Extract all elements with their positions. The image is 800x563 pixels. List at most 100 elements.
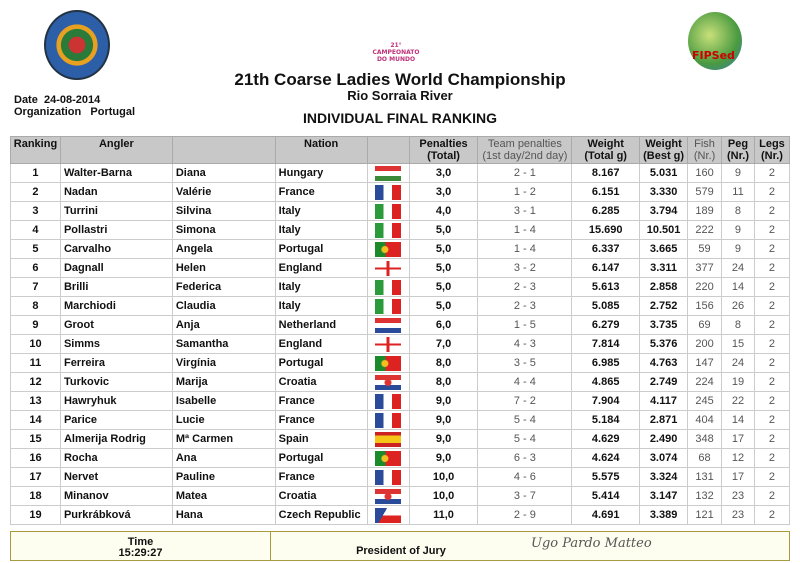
nation-cell: England: [274, 258, 368, 278]
col-fish: Fish (Nr.): [687, 136, 723, 164]
team-penalties-cell: 3 - 1: [477, 201, 573, 221]
flag-cell: [366, 486, 410, 506]
fish-cell: 579: [687, 182, 723, 202]
firstname-cell: Samantha: [171, 334, 276, 354]
firstname-cell: Isabelle: [171, 391, 276, 411]
flag-cell: [366, 334, 410, 354]
weight-total-cell: 5.085: [571, 296, 641, 316]
table-row: 8 Marchiodi Claudia Italy 5,0 2 - 3 5.085 2.752…: [10, 296, 791, 316]
flag-netherlands-icon: [375, 317, 402, 333]
flag-croatia-icon: [375, 488, 402, 504]
team-penalties-cell: 2 - 1: [477, 163, 573, 183]
weight-total-cell: 5.613: [571, 277, 641, 297]
weight-total-cell: 7.814: [571, 334, 641, 354]
nation-cell: Croatia: [274, 372, 368, 392]
table-row: 7 Brilli Federica Italy 5,0 2 - 3 5.613 2.858 22…: [10, 277, 791, 297]
peg-cell: 19: [721, 372, 755, 392]
table-row: 11 Ferreira Virgínia Portugal 8,0 3 - 5 6.985 4…: [10, 353, 791, 373]
peg-cell: 9: [721, 163, 755, 183]
peg-cell: 17: [721, 429, 755, 449]
venue: Rio Sorraia River: [347, 88, 453, 103]
firstname-cell: Diana: [171, 163, 276, 183]
table-row: 18 Minanov Matea Croatia 10,0 3 - 7 5.414 3.147…: [10, 486, 791, 506]
penalties-cell: 6,0: [408, 315, 479, 335]
team-penalties-cell: 2 - 9: [477, 505, 573, 525]
table-header: Ranking Angler Nation Penalties (Total) …: [10, 136, 791, 164]
firstname-cell: Helen: [171, 258, 276, 278]
firstname-cell: Anja: [171, 315, 276, 335]
fish-cell: 200: [687, 334, 723, 354]
ranking-cell: 8: [10, 296, 61, 316]
weight-total-cell: 6.985: [571, 353, 641, 373]
flag-france-icon: [375, 184, 402, 200]
fish-cell: 132: [687, 486, 723, 506]
legs-cell: 2: [753, 429, 791, 449]
legs-cell: 2: [753, 258, 791, 278]
penalties-cell: 9,0: [408, 448, 479, 468]
col-firstname: [171, 136, 276, 164]
surname-cell: Nervet: [59, 467, 173, 487]
team-penalties-cell: 2 - 3: [477, 277, 573, 297]
surname-cell: Minanov: [59, 486, 173, 506]
flag-cell: [366, 429, 410, 449]
flag-cell: [366, 220, 410, 240]
team-penalties-cell: 3 - 5: [477, 353, 573, 373]
weight-best-cell: 3.311: [639, 258, 689, 278]
surname-cell: Groot: [59, 315, 173, 335]
team-penalties-cell: 6 - 3: [477, 448, 573, 468]
page-title: 21th Coarse Ladies World Championship: [234, 70, 566, 89]
table-row: 14 Parice Lucie France 9,0 5 - 4 5.184 2.871 404…: [10, 410, 791, 430]
fish-cell: 59: [687, 239, 723, 259]
firstname-cell: Pauline: [171, 467, 276, 487]
flag-cell: [366, 239, 410, 259]
table-row: 3 Turrini Silvina Italy 4,0 3 - 1 6.285 3.794 18…: [10, 201, 791, 221]
penalties-cell: 3,0: [408, 163, 479, 183]
ranking-subtitle: INDIVIDUAL FINAL RANKING: [303, 110, 497, 126]
nation-cell: Portugal: [274, 239, 368, 259]
penalties-cell: 4,0: [408, 201, 479, 221]
fish-cell: 156: [687, 296, 723, 316]
firstname-cell: Silvina: [171, 201, 276, 221]
signature: Ugo Pardo Matteo: [531, 536, 652, 551]
ranking-cell: 4: [10, 220, 61, 240]
weight-best-cell: 2.752: [639, 296, 689, 316]
flag-cell: [366, 163, 410, 183]
ranking-cell: 19: [10, 505, 61, 525]
team-penalties-cell: 5 - 4: [477, 429, 573, 449]
penalties-cell: 8,0: [408, 353, 479, 373]
table-row: 12 Turkovic Marija Croatia 8,0 4 - 4 4.865 2.74…: [10, 372, 791, 392]
weight-total-cell: 4.629: [571, 429, 641, 449]
col-team-penalties: Team penalties (1st day/2nd day): [477, 136, 573, 164]
weight-best-cell: 3.074: [639, 448, 689, 468]
flag-france-icon: [375, 393, 402, 409]
weight-total-cell: 7.904: [571, 391, 641, 411]
ranking-cell: 17: [10, 467, 61, 487]
flag-cell: [366, 201, 410, 221]
surname-cell: Nadan: [59, 182, 173, 202]
nation-cell: England: [274, 334, 368, 354]
weight-best-cell: 3.735: [639, 315, 689, 335]
weight-total-cell: 6.147: [571, 258, 641, 278]
weight-total-cell: 5.414: [571, 486, 641, 506]
flag-italy-icon: [375, 222, 402, 238]
team-penalties-cell: 4 - 4: [477, 372, 573, 392]
firstname-cell: Simona: [171, 220, 276, 240]
team-penalties-cell: 7 - 2: [477, 391, 573, 411]
weight-best-cell: 4.117: [639, 391, 689, 411]
legs-cell: 2: [753, 182, 791, 202]
weight-total-cell: 6.285: [571, 201, 641, 221]
penalties-cell: 9,0: [408, 391, 479, 411]
legs-cell: 2: [753, 505, 791, 525]
surname-cell: Hawryhuk: [59, 391, 173, 411]
fipsed-logo-text: FIPSed: [692, 49, 735, 62]
legs-cell: 2: [753, 410, 791, 430]
nation-cell: Croatia: [274, 486, 368, 506]
weight-best-cell: 2.858: [639, 277, 689, 297]
weight-best-cell: 2.871: [639, 410, 689, 430]
footer: Time 15:29:27 President of Jury Ugo Pardo…: [10, 531, 790, 561]
table-row: 5 Carvalho Angela Portugal 5,0 1 - 4 6.337 3.66…: [10, 239, 791, 259]
firstname-cell: Lucie: [171, 410, 276, 430]
table-row: 16 Rocha Ana Portugal 9,0 6 - 3 4.624 3.074 68 12…: [10, 448, 791, 468]
flag-hungary-icon: [375, 165, 402, 181]
time-value: 15:29:27: [118, 547, 163, 559]
